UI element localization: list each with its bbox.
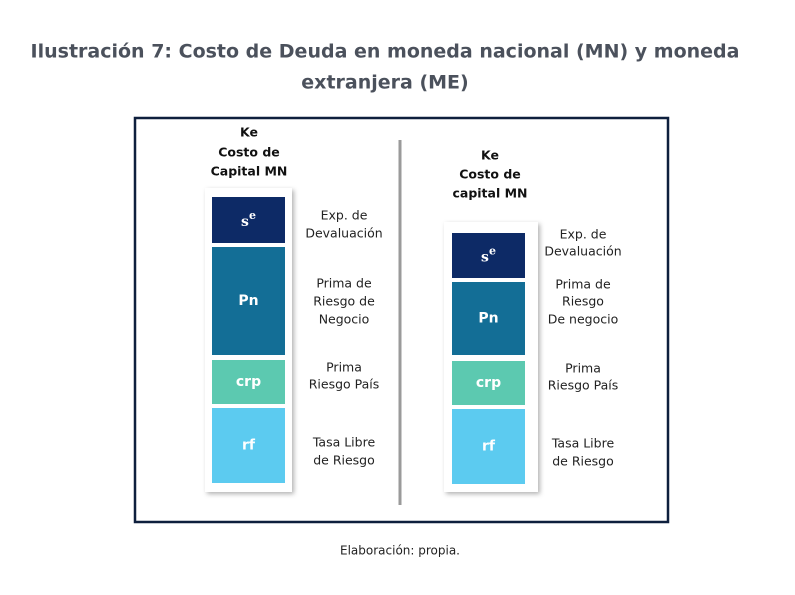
block-description: Tasa Libre (551, 436, 615, 451)
block (212, 408, 285, 483)
block (452, 361, 525, 405)
column-header: Ke (240, 125, 258, 140)
block (212, 197, 285, 243)
block-label: crp (236, 374, 261, 390)
label-sup: e (489, 245, 496, 258)
block-description: Exp. de (560, 227, 607, 242)
block-description: De negocio (548, 312, 618, 327)
column-header: Costo de (459, 167, 521, 182)
block (452, 233, 525, 278)
label-sup: e (249, 209, 256, 222)
block-description: Riesgo de (313, 294, 375, 309)
block-description: Riesgo (562, 294, 604, 309)
block-description: Devaluación (544, 244, 621, 259)
column: Ke Costo de Capital MN se Exp. de Devaluación… (205, 125, 383, 492)
block-description: Riesgo País (309, 377, 380, 392)
block-description: de Riesgo (552, 454, 614, 469)
column-header: capital MN (452, 186, 527, 201)
column-header: Capital MN (211, 164, 288, 179)
block-description: Prima (326, 360, 362, 375)
block-description: de Riesgo (313, 453, 375, 468)
block-label: crp (476, 375, 501, 391)
block-label: Pn (478, 311, 498, 327)
block (212, 360, 285, 404)
block-label: se (481, 245, 496, 266)
label-base: s (481, 250, 489, 266)
block-description: Riesgo País (548, 378, 619, 393)
column: Ke Costo de capital MN se Exp. de Devaluación… (444, 148, 622, 492)
block-description: Tasa Libre (312, 435, 376, 450)
block-label: rf (482, 439, 496, 455)
block-label: se (241, 209, 256, 230)
block-description: Prima de (555, 277, 611, 292)
frame (133, 116, 670, 524)
footer: Elaboración: propia. (340, 544, 460, 558)
column-header: Costo de (218, 145, 280, 160)
block-label: Pn (238, 293, 258, 309)
column-header: Ke (481, 148, 499, 163)
block-description: Exp. de (321, 208, 368, 223)
block (212, 247, 285, 355)
title: Ilustración 7: Costo de Deuda en moneda … (31, 41, 740, 63)
block-label: rf (242, 438, 256, 454)
label-base: s (241, 214, 249, 230)
block (452, 409, 525, 484)
block-description: Devaluación (305, 226, 382, 241)
block-description: Prima de (316, 276, 372, 291)
block-description: Negocio (319, 312, 370, 327)
block (452, 282, 525, 355)
block-description: Prima (565, 361, 601, 376)
title: extranjera (ME) (301, 72, 468, 94)
